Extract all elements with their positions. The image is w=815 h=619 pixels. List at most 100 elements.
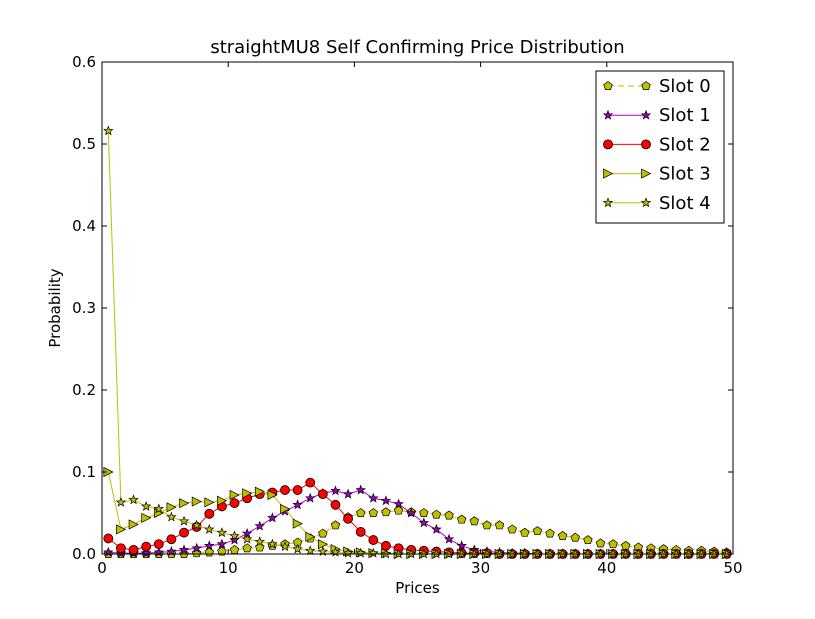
data-point	[330, 499, 341, 510]
data-point	[254, 520, 265, 531]
data-point	[380, 495, 392, 506]
data-point	[431, 509, 442, 519]
legend-marker	[602, 109, 614, 120]
y-tick-label: 0.0	[72, 545, 96, 563]
y-tick-label: 0.4	[72, 217, 96, 235]
y-axis-label: Probability	[46, 268, 64, 347]
data-point	[443, 533, 455, 544]
data-point	[368, 535, 379, 545]
legend-entry: Slot 2	[603, 134, 711, 155]
data-point	[520, 527, 530, 537]
data-point	[128, 494, 139, 505]
data-point	[280, 503, 291, 514]
data-point	[204, 523, 215, 534]
data-point	[368, 492, 379, 503]
data-point	[317, 489, 328, 500]
data-point	[304, 545, 316, 556]
axes-frame	[101, 61, 734, 555]
legend-box	[595, 70, 725, 224]
y-tick-label: 0.6	[72, 53, 96, 71]
data-point	[153, 539, 164, 550]
data-point	[128, 519, 139, 530]
data-point	[595, 538, 606, 548]
data-point	[217, 546, 227, 556]
data-point	[583, 535, 593, 545]
data-point	[355, 526, 366, 537]
data-point	[254, 536, 265, 547]
data-point	[368, 508, 379, 517]
data-point	[115, 496, 127, 507]
x-axis-label: Prices	[395, 579, 440, 597]
data-point	[267, 512, 278, 523]
data-point	[267, 538, 278, 549]
data-point	[116, 543, 126, 554]
data-point	[393, 505, 404, 515]
data-point	[178, 544, 190, 555]
data-point	[469, 516, 479, 526]
legend-entry: Slot 3	[603, 164, 711, 185]
data-point	[241, 533, 253, 544]
data-point	[419, 508, 429, 517]
data-point	[418, 517, 430, 528]
legend-marker	[602, 197, 614, 208]
data-point	[368, 547, 379, 558]
x-tick-label: 20	[345, 559, 364, 577]
legend-label: Slot 0	[659, 76, 711, 97]
data-point	[191, 496, 202, 507]
data-point	[279, 541, 291, 552]
x-tick-label: 40	[597, 559, 616, 577]
data-point	[342, 488, 354, 499]
y-tick-label: 0.5	[72, 135, 96, 153]
y-tick-label: 0.1	[72, 463, 96, 481]
data-point	[355, 484, 366, 495]
data-point	[482, 520, 492, 530]
legend-marker	[603, 81, 613, 90]
data-point	[570, 532, 580, 542]
data-point	[191, 519, 202, 530]
data-point	[140, 500, 152, 511]
data-point	[141, 541, 152, 552]
data-point	[292, 518, 303, 529]
data-point	[507, 524, 517, 534]
data-point	[330, 485, 341, 496]
legend-entry: Slot 4	[602, 193, 711, 214]
data-point	[405, 507, 417, 518]
data-point	[393, 498, 404, 509]
legend-label: Slot 3	[659, 164, 711, 185]
data-point	[204, 540, 215, 551]
legend-entry: Slot 0	[603, 76, 711, 97]
data-point	[305, 531, 316, 542]
data-point	[229, 489, 240, 501]
axis-tick-labels: 0 10 20 30 40 50 0.0 0.1 0.2 0.3 0.4 0.5 0.6	[72, 53, 742, 577]
data-point	[179, 498, 190, 509]
data-point	[141, 512, 152, 523]
x-tick-label: 0	[97, 559, 107, 577]
data-point	[166, 546, 177, 556]
data-point	[254, 486, 266, 497]
legend-marker	[603, 139, 613, 150]
data-point	[229, 534, 240, 545]
x-tick-label: 50	[723, 559, 742, 577]
data-point	[267, 489, 278, 501]
data-point	[304, 492, 316, 503]
data-point	[116, 524, 127, 535]
x-tick-label: 30	[471, 559, 490, 577]
data-point	[355, 547, 366, 558]
data-point	[242, 488, 253, 499]
data-point	[179, 527, 189, 538]
legend-label: Slot 1	[659, 105, 711, 126]
y-tick-label: 0.2	[72, 381, 96, 399]
data-point	[356, 508, 366, 517]
data-point	[532, 526, 543, 536]
data-point	[153, 503, 165, 514]
data-point	[216, 538, 228, 549]
data-point	[204, 508, 215, 519]
data-point	[204, 497, 215, 508]
legend-marker	[641, 139, 651, 150]
data-point	[292, 499, 303, 510]
data-point	[292, 485, 303, 495]
data-point	[330, 520, 341, 530]
data-point	[381, 507, 391, 517]
